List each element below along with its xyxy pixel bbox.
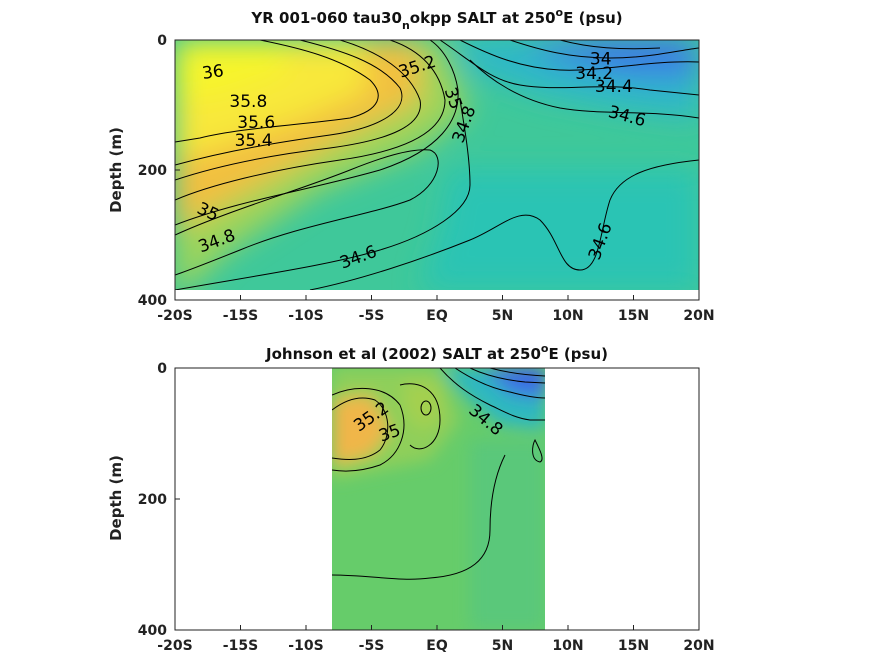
bottom-x-tick-label: 10N (552, 638, 583, 654)
bottom-x-tick-label: 5N (492, 638, 513, 654)
top-chart-title: YR 001-060 tau30nokpp SALT at 250oE (psu… (250, 6, 622, 32)
top-y-axis-label: Depth (m) (107, 127, 125, 213)
bottom-x-tick-label: -15S (223, 638, 258, 654)
bottom-contours (332, 368, 545, 580)
bottom-y-axis: 0 200 400 (138, 361, 180, 639)
bottom-panel: Johnson et al (2002) SALT at 250oE (psu) (107, 342, 715, 654)
top-y-axis: 0 200 400 (138, 33, 180, 309)
top-contour-label: 35.6 (237, 113, 275, 133)
top-x-tick-label: -10S (288, 308, 323, 324)
top-contour-label: 34 (590, 50, 612, 70)
bottom-y-axis-label: Depth (m) (107, 455, 125, 541)
top-y-tick-label: 0 (157, 33, 167, 49)
top-x-tick-label: 5N (492, 308, 513, 324)
bottom-x-tick-label: 15N (618, 638, 649, 654)
top-x-tick-label: EQ (426, 308, 448, 324)
top-x-axis: -20S -15S -10S -5S EQ 5N 10N 15N 20N (157, 295, 715, 324)
top-contour-label: 34.4 (595, 77, 633, 97)
top-contour-label: 35.4 (235, 131, 273, 151)
top-contour-label: 36 (201, 61, 225, 84)
top-contour-label: 34.2 (575, 64, 613, 84)
top-x-tick-label: -15S (223, 308, 258, 324)
bottom-y-tick-label: 400 (138, 623, 167, 639)
top-x-tick-label: -20S (157, 308, 192, 324)
bottom-x-tick-label: 20N (683, 638, 714, 654)
bottom-x-tick-label: -10S (288, 638, 323, 654)
bottom-x-tick-label: -5S (359, 638, 385, 654)
top-x-tick-label: 10N (552, 308, 583, 324)
top-y-tick-label: 400 (138, 293, 167, 309)
bottom-x-tick-label: EQ (426, 638, 448, 654)
top-contour-label: 35.8 (229, 92, 267, 112)
top-y-tick-label: 200 (138, 163, 167, 179)
top-x-tick-label: 15N (618, 308, 649, 324)
bottom-x-axis: -20S -15S -10S -5S EQ 5N 10N 15N 20N (157, 625, 715, 654)
bottom-salinity-field (332, 368, 545, 630)
bottom-y-tick-label: 200 (138, 492, 167, 508)
bottom-chart-title: Johnson et al (2002) SALT at 250oE (psu) (265, 342, 608, 363)
top-contours (175, 40, 699, 290)
bottom-x-tick-label: -20S (157, 638, 192, 654)
top-salinity-field (175, 40, 699, 290)
top-x-tick-label: -5S (359, 308, 385, 324)
bottom-y-tick-label: 0 (157, 361, 167, 377)
top-x-tick-label: 20N (683, 308, 714, 324)
top-panel: YR 001-060 tau30nokpp SALT at 250oE (psu… (107, 6, 715, 324)
